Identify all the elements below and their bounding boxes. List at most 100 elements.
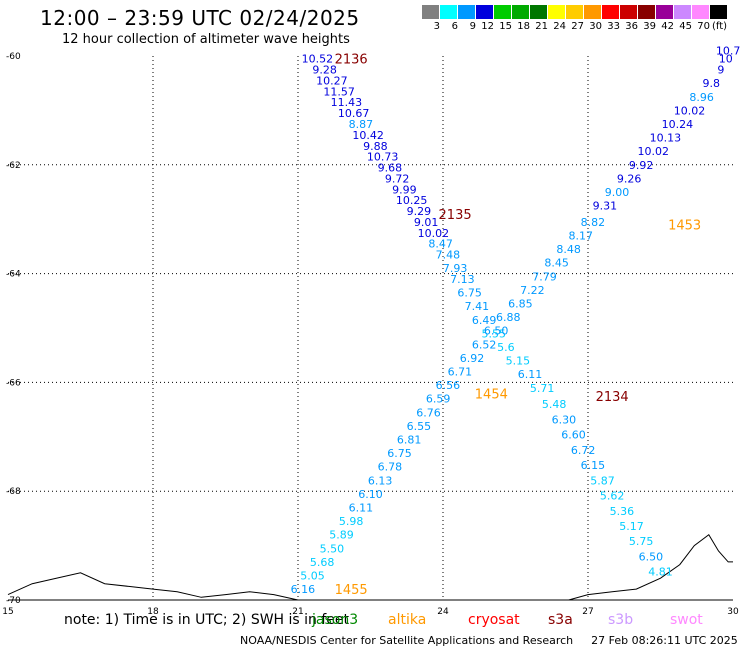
- pass-label: 2135: [439, 208, 472, 223]
- axis-tick-labels: 15 18 21 24 27 30 -60 -62 -64 -66 -68 -70: [2, 52, 739, 617]
- wave-height-label: 6.49: [472, 314, 497, 327]
- wave-height-label: 6.30: [552, 413, 577, 426]
- wave-height-label: 6.15: [581, 459, 606, 472]
- wave-height-label: 9.8: [703, 77, 721, 90]
- wave-height-label: 6.71: [448, 366, 473, 379]
- wave-height-label: 5.89: [329, 529, 354, 542]
- color-scale-label: 18: [517, 21, 530, 32]
- satellite-legend-item: s3a: [548, 612, 573, 628]
- wave-height-label: 5.6: [497, 341, 515, 354]
- color-swatch: [530, 5, 548, 19]
- satellite-legend-item: cryosat: [468, 612, 520, 628]
- wave-height-label: 6.76: [416, 406, 441, 419]
- color-scale-label: 6: [451, 21, 458, 32]
- footer-timestamp: 27 Feb 08:26:11 UTC 2025: [591, 634, 738, 647]
- color-scale-label: 36: [625, 21, 638, 32]
- color-swatch: [656, 5, 674, 19]
- wave-height-label: 6.11: [518, 368, 543, 381]
- color-swatch: [566, 5, 584, 19]
- wave-height-label: 6.10: [358, 488, 383, 501]
- color-swatch: [494, 5, 512, 19]
- wave-height-labels: 10.529.2810.2711.5711.4310.678.8710.429.…: [291, 45, 740, 599]
- wave-height-label: 10.13: [650, 132, 682, 145]
- wave-height-label: 11.57: [323, 85, 355, 98]
- wave-height-label: 8.45: [544, 257, 569, 270]
- footer: NOAA/NESDIS Center for Satellite Applica…: [240, 634, 738, 647]
- wave-height-label: 6.11: [349, 502, 374, 515]
- color-scale-label: 33: [607, 21, 620, 32]
- x-tick-label: 21: [292, 607, 303, 617]
- wave-height-label: 6.55: [407, 420, 432, 433]
- wave-height-label: 8.17: [569, 230, 594, 243]
- color-swatch: [422, 5, 440, 19]
- color-swatch: [620, 5, 638, 19]
- color-scale-label: 3: [433, 21, 440, 32]
- wave-height-label: 6.81: [397, 434, 422, 447]
- color-swatch: [602, 5, 620, 19]
- x-tick-label: 27: [582, 607, 593, 617]
- coastline-left: [7, 572, 299, 601]
- wave-height-label: 8.96: [689, 91, 714, 104]
- wave-height-label: 10.42: [352, 129, 384, 142]
- y-tick-label: -70: [6, 596, 21, 606]
- wave-height-label: 7.48: [436, 249, 461, 262]
- color-swatch: [548, 5, 566, 19]
- wave-height-label: 9: [717, 64, 724, 77]
- x-tick-label: 15: [2, 607, 13, 617]
- coastline-layer: [7, 533, 733, 601]
- wave-height-label: 9.99: [392, 183, 417, 196]
- color-swatch: [674, 5, 692, 19]
- wave-height-label: 7.93: [443, 262, 468, 275]
- color-swatch: [584, 5, 602, 19]
- wave-height-label: 7.22: [520, 284, 545, 297]
- x-tick-label: 24: [437, 607, 449, 617]
- note-text: note: 1) Time is in UTC; 2) SWH is in fe…: [64, 612, 350, 628]
- wave-height-label: 5.87: [590, 474, 615, 487]
- wave-height-label: 6.72: [571, 444, 596, 457]
- wave-height-label: 10.73: [367, 151, 399, 164]
- color-swatch: [512, 5, 530, 19]
- wave-height-label: 6.56: [436, 379, 461, 392]
- wave-height-label: 9.01: [414, 216, 439, 229]
- wave-height-label: 5.17: [619, 520, 644, 533]
- color-swatch: [710, 5, 728, 19]
- satellite-legend-item: s3b: [608, 612, 634, 628]
- satellite-legend-item: altika: [388, 612, 427, 628]
- color-scale-label: 39: [643, 21, 656, 32]
- footer-credit: NOAA/NESDIS Center for Satellite Applica…: [240, 634, 574, 647]
- wave-height-label: 6.88: [496, 311, 521, 324]
- wave-height-label: 6.13: [368, 474, 393, 487]
- wave-height-label: 6.75: [387, 447, 412, 460]
- wave-height-label: 6.50: [639, 550, 664, 563]
- wave-height-label: 10.02: [638, 145, 670, 158]
- color-swatch: [638, 5, 656, 19]
- wave-height-label: 9.88: [363, 140, 388, 153]
- y-tick-label: -66: [6, 378, 21, 388]
- wave-height-label: 10.25: [396, 194, 428, 207]
- color-scale-labels: 3 6 9 12 15 18 21 24 27 30 33 36 39 42 45 70: [422, 21, 710, 32]
- color-scale-label: 27: [571, 21, 584, 32]
- wave-height-label: 5.36: [610, 505, 635, 518]
- wave-height-label: 6.75: [457, 287, 482, 300]
- color-swatch: [458, 5, 476, 19]
- pass-label: 1455: [335, 583, 368, 598]
- wave-height-label: 6.52: [472, 338, 497, 351]
- color-swatch: [440, 5, 458, 19]
- wave-height-label: 4.81: [648, 566, 673, 579]
- wave-height-label: 8.47: [428, 238, 453, 251]
- wave-height-label: 9.29: [407, 205, 432, 218]
- color-scale-label: 45: [679, 21, 692, 32]
- wave-height-label: 5.48: [542, 398, 567, 411]
- pass-label: 1453: [668, 219, 701, 234]
- satellite-legend-item: swot: [670, 612, 703, 628]
- color-scale-bar: [422, 5, 728, 19]
- wave-height-label: 6.85: [508, 298, 533, 311]
- wave-height-label: 6.78: [378, 461, 403, 474]
- coastline-right: [568, 533, 733, 601]
- pass-label: 2136: [335, 53, 368, 68]
- wave-height-label: 10.52: [302, 53, 334, 66]
- y-tick-label: -64: [6, 270, 21, 280]
- wave-height-label: 10.67: [338, 107, 370, 120]
- color-scale-label: 30: [589, 21, 602, 32]
